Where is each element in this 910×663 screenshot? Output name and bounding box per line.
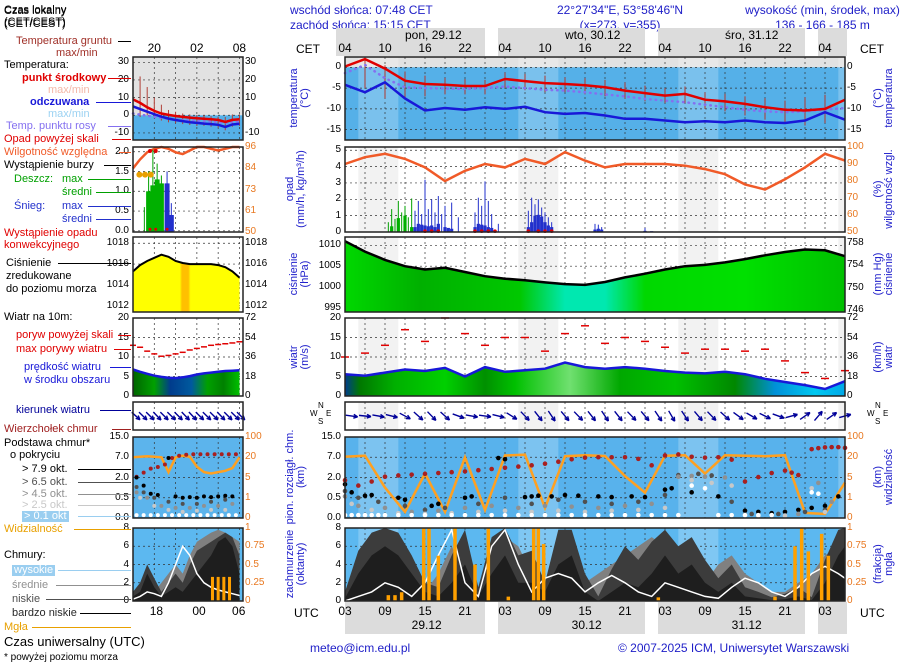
- axis-title: (frakcja) mgła: [873, 504, 895, 624]
- axis-title: zachmurzenie (oktanty): [285, 504, 307, 624]
- email-text[interactable]: meteo@icm.edu.pl: [310, 641, 410, 655]
- contact-email-link[interactable]: meteo@icm.edu.pl: [310, 641, 410, 655]
- copyright-text: © 2007-2025 ICM, Uniwersytet Warszawski: [618, 641, 849, 655]
- axis-title: wiatr (m/s): [289, 297, 311, 417]
- axis-title: (km/h) wiatr: [873, 297, 895, 417]
